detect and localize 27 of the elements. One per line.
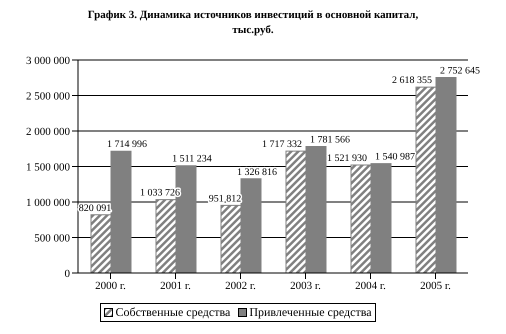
data-label: 1 033 726	[140, 188, 180, 199]
x-tick-label: 2003 г.	[290, 280, 322, 292]
x-tick-label: 2000 г.	[95, 280, 126, 292]
y-tick-label: 1 500 000	[26, 161, 70, 174]
y-tick-label: 500 000	[34, 232, 70, 244]
data-label: 1 714 996	[107, 139, 147, 150]
x-tick-label: 2002 г.	[225, 280, 256, 292]
data-label: 820 091	[78, 202, 112, 214]
data-label: 2 752 645	[440, 66, 480, 77]
data-label: 1 781 566	[310, 134, 350, 146]
y-tick-label: 3 000 000	[26, 54, 70, 67]
legend-label: Привлеченные средства	[248, 305, 372, 320]
data-label: 1 521 930	[327, 152, 367, 164]
data-label: 1 326 816	[237, 166, 277, 178]
y-tick-label: 2 500 000	[26, 90, 70, 102]
x-tick-label: 2001 г.	[160, 280, 192, 292]
data-label: 1 540 987	[375, 152, 415, 163]
y-tick-label: 0	[64, 268, 70, 280]
x-tick-label: 2005 г.	[420, 280, 452, 292]
data-label: 1 717 332	[262, 139, 302, 150]
legend-label: Собственные средства	[114, 305, 230, 320]
y-tick-label: 2 000 000	[26, 126, 70, 138]
x-tick-label: 2004 г.	[355, 280, 386, 292]
data-label: 1 511 234	[172, 154, 212, 165]
data-label: 2 618 355	[392, 75, 432, 86]
chart-title: График 3. Динамика источников инвестиций в основной капитал, тыс.руб.	[86, 8, 420, 38]
y-tick-label: 1 000 000	[26, 196, 70, 209]
